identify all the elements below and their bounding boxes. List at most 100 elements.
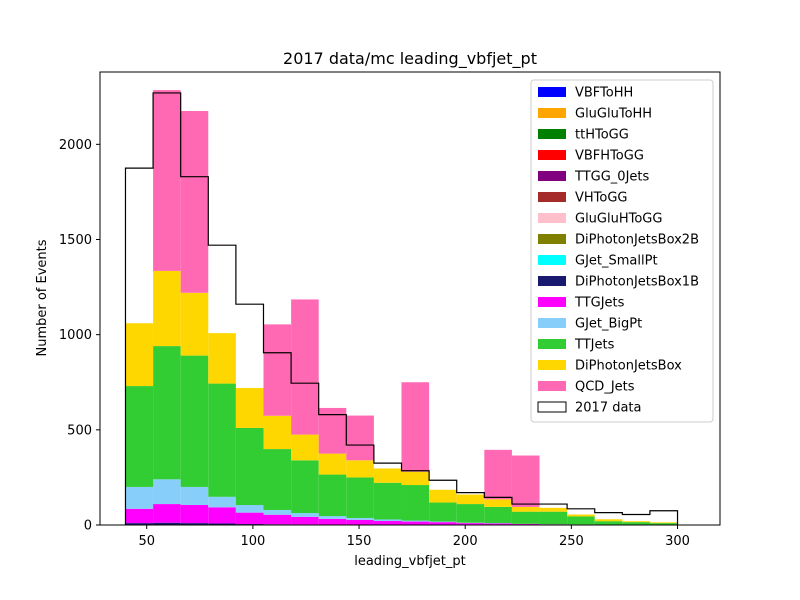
bar-gjet-bigpt-bin-0	[125, 486, 154, 509]
bar-qcd-jets-bin-10	[401, 382, 430, 472]
bar-qcd-jets-bin-6	[291, 299, 319, 435]
bar-ttjets-bin-8	[346, 477, 374, 518]
x-tick-label: 250	[559, 534, 584, 549]
bar-ttgjets-bin-10	[401, 521, 430, 525]
x-tick-label: 150	[347, 534, 372, 549]
bar-qcd-jets-bin-5	[263, 324, 292, 416]
bar-diphotonjetsbox-bin-12	[456, 494, 485, 505]
legend-swatch-diphotonjetsbox2b	[538, 234, 566, 244]
legend-swatch-ttgjets	[538, 297, 566, 307]
bar-diphotonjetsbox1b-bin-1	[153, 522, 181, 525]
legend-label: GJet_SmallPt	[575, 254, 658, 269]
bar-ttgjets-bin-1	[153, 504, 181, 523]
bar-ttjets-bin-17	[594, 521, 623, 525]
bar-diphotonjetsbox-bin-17	[594, 519, 623, 522]
bar-ttgjets-bin-3	[208, 507, 236, 524]
bar-ttjets-bin-19	[649, 523, 678, 525]
legend-swatch-diphotonjetsbox1b	[538, 276, 566, 286]
bar-diphotonjetsbox-bin-11	[429, 489, 457, 503]
bar-gjet-bigpt-bin-10	[401, 520, 430, 522]
y-tick-label: 2000	[59, 138, 92, 153]
legend-label: GluGluToHH	[575, 107, 652, 122]
bar-gjet-bigpt-bin-2	[180, 486, 209, 506]
legend-swatch-vhtogg	[538, 192, 566, 202]
stacked-bars	[125, 90, 678, 525]
y-tick-label: 1000	[59, 328, 92, 343]
y-tick-label: 0	[84, 519, 92, 534]
bar-gjet-bigpt-bin-4	[235, 505, 264, 513]
bar-diphotonjetsbox-bin-8	[346, 460, 374, 478]
x-axis-label: leading_vbfjet_pt	[354, 554, 466, 569]
bar-gjet-bigpt-bin-8	[346, 517, 374, 520]
bar-gjet-bigpt-bin-9	[373, 519, 402, 521]
bar-ttgjets-bin-9	[373, 521, 402, 525]
bar-ttjets-bin-15	[539, 511, 568, 525]
legend-swatch-tthtogg	[538, 129, 566, 139]
bar-diphotonjetsbox-bin-3	[208, 333, 236, 384]
bar-ttgjets-bin-7	[318, 518, 347, 525]
bar-ttgjets-bin-12	[456, 523, 485, 525]
bar-qcd-jets-bin-13	[484, 449, 512, 500]
bar-diphotonjetsbox-bin-19	[649, 522, 678, 524]
legend-swatch-gjet-bigpt	[538, 318, 566, 328]
bar-ttgjets-bin-8	[346, 519, 374, 525]
legend-label: ttHToGG	[575, 128, 629, 143]
bar-diphotonjetsbox-bin-2	[180, 292, 209, 356]
y-axis-label: Number of Events	[35, 239, 50, 356]
bar-diphotonjetsbox-bin-9	[373, 468, 402, 483]
bar-diphotonjetsbox-bin-10	[401, 471, 430, 486]
legend-label: VBFHToGG	[575, 149, 644, 164]
bar-ttgjets-bin-6	[291, 516, 319, 525]
legend-swatch-vbftohh	[538, 87, 566, 97]
legend-label: GluGluHToGG	[575, 212, 662, 227]
bar-ttgjets-bin-5	[263, 514, 292, 525]
legend-swatch-gluglutohh	[538, 108, 566, 118]
bar-diphotonjetsbox-bin-4	[235, 387, 264, 428]
bar-ttjets-bin-10	[401, 485, 430, 521]
bar-ttgjets-bin-4	[235, 512, 264, 525]
bar-ttjets-bin-9	[373, 482, 402, 520]
legend-swatch-glugluhtogg	[538, 213, 566, 223]
legend-label: TTJets	[574, 338, 615, 353]
bar-ttjets-bin-14	[511, 511, 540, 524]
bar-ttjets-bin-16	[567, 516, 595, 525]
bar-gjet-bigpt-bin-5	[263, 509, 292, 515]
bar-diphotonjetsbox-bin-5	[263, 415, 292, 450]
bar-ttgjets-bin-0	[125, 508, 154, 524]
data-series-line	[124, 92, 679, 525]
y-axis: 0 500 1000 1500 2000	[59, 138, 100, 534]
legend-label: QCD_Jets	[575, 380, 635, 395]
legend-label: VBFToHH	[575, 86, 633, 101]
bar-diphotonjetsbox-bin-14	[511, 506, 540, 512]
bar-diphotonjetsbox-bin-13	[484, 499, 512, 507]
bar-ttjets-bin-7	[318, 474, 347, 517]
bar-ttgjets-bin-2	[180, 505, 209, 524]
bar-diphotonjetsbox-bin-16	[567, 514, 595, 517]
legend-swatch-qcd-jets	[538, 381, 566, 391]
bar-ttjets-bin-5	[263, 449, 292, 510]
legend-label: DiPhotonJetsBox1B	[575, 275, 699, 290]
bar-qcd-jets-bin-1	[153, 90, 181, 271]
x-tick-label: 50	[138, 534, 155, 549]
bar-qcd-jets-bin-2	[180, 111, 209, 293]
legend-swatch-vbfhtogg	[538, 150, 566, 160]
x-axis: 50 100 150 200 250 300	[138, 525, 690, 549]
bar-diphotonjetsbox-bin-18	[622, 521, 650, 523]
x-tick-label: 200	[453, 534, 478, 549]
bar-diphotonjetsbox1b-bin-3	[208, 523, 236, 525]
legend-label: DiPhotonJetsBox2B	[575, 233, 699, 248]
bar-ttjets-bin-11	[429, 502, 457, 522]
plot-frame	[99, 71, 721, 526]
bar-gjet-bigpt-bin-11	[429, 521, 457, 523]
y-tick-label: 1500	[59, 233, 92, 248]
bar-diphotonjetsbox-bin-1	[153, 270, 181, 347]
legend-swatch-ttjets	[538, 339, 566, 349]
bar-ttjets-bin-2	[180, 355, 209, 487]
legend-label: TTGG_0Jets	[574, 170, 650, 185]
bar-ttgjets-bin-13	[484, 523, 512, 525]
chart-title: 2017 data/mc leading_vbfjet_pt	[283, 49, 537, 69]
bar-ttgjets-bin-14	[511, 523, 540, 525]
legend-swatch-gjet-smallpt	[538, 255, 566, 265]
bar-ttjets-bin-13	[484, 506, 512, 524]
